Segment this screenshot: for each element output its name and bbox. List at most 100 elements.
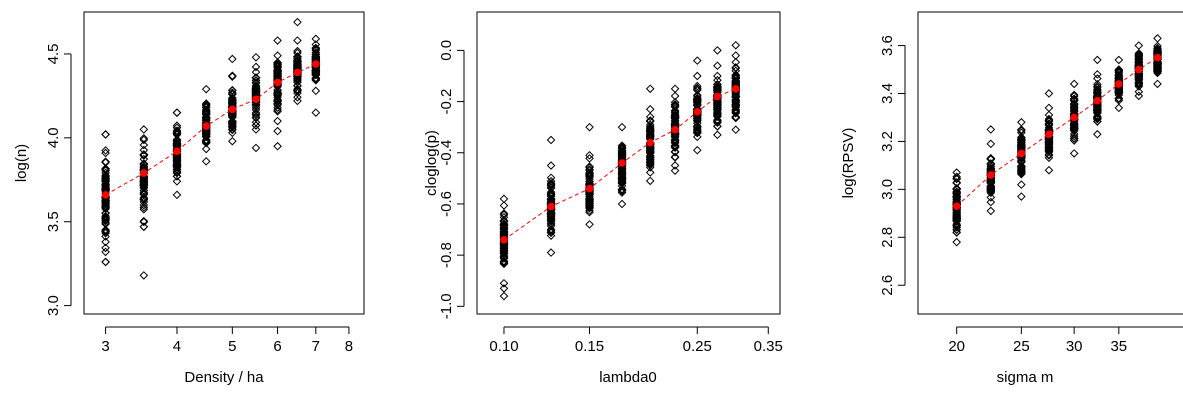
data-point xyxy=(645,168,655,177)
data-point xyxy=(139,181,149,190)
y-tick-label: -0.6 xyxy=(438,191,455,217)
data-point xyxy=(1093,74,1102,83)
data-point xyxy=(1069,124,1079,134)
data-point xyxy=(139,159,149,169)
data-point xyxy=(293,96,302,106)
data-point xyxy=(1044,89,1054,98)
data-point xyxy=(1044,110,1054,120)
data-point xyxy=(1069,133,1079,143)
mean-point xyxy=(731,84,740,93)
data-point xyxy=(273,126,282,136)
y-tick-label: -0.2 xyxy=(438,89,455,115)
x-axis: 0.10 0.15 0.25 0.35 xyxy=(489,326,783,355)
mean-point xyxy=(1017,149,1026,158)
data-point xyxy=(1093,88,1102,98)
data-point xyxy=(101,171,110,180)
mean-point xyxy=(312,60,320,68)
mean-point xyxy=(173,147,181,156)
data-point xyxy=(172,108,182,117)
data-point xyxy=(1153,79,1162,89)
data-point xyxy=(273,107,282,116)
data-point xyxy=(273,68,282,78)
data-point xyxy=(228,136,237,146)
data-point xyxy=(293,92,302,102)
data-point xyxy=(251,143,261,153)
data-point xyxy=(1017,163,1026,173)
data-point xyxy=(499,210,509,220)
data-point xyxy=(1134,91,1144,101)
data-point xyxy=(293,85,302,95)
data-point xyxy=(546,221,556,231)
y-axis-label: log(n) xyxy=(13,144,30,182)
data-point xyxy=(952,237,961,247)
data-point xyxy=(101,214,110,223)
x-axis-label: lambda0 xyxy=(599,369,657,386)
data-point xyxy=(499,224,509,234)
data-point xyxy=(731,51,741,60)
data-point xyxy=(546,209,556,219)
data-point xyxy=(986,125,996,134)
data-point xyxy=(172,126,182,136)
data-point xyxy=(1069,104,1079,114)
data-point xyxy=(670,142,680,152)
data-point xyxy=(139,135,149,145)
data-point xyxy=(499,258,509,268)
data-point xyxy=(201,157,211,166)
data-point xyxy=(692,145,702,155)
y-axis-label: cloglog(p) xyxy=(423,130,440,196)
data-point xyxy=(617,122,627,132)
data-point xyxy=(986,206,996,216)
data-point xyxy=(499,241,509,250)
data-point xyxy=(251,85,261,95)
x-tick-label: 0.35 xyxy=(754,338,783,355)
data-point xyxy=(670,138,680,148)
data-point xyxy=(201,99,211,108)
data-point xyxy=(1093,70,1102,79)
data-point xyxy=(251,67,261,77)
data-point xyxy=(617,184,627,194)
data-point xyxy=(201,144,211,154)
data-point xyxy=(692,122,702,131)
data-point xyxy=(1044,151,1054,160)
data-point xyxy=(1069,91,1079,101)
data-point xyxy=(101,209,110,218)
y-tick-label: 3.4 xyxy=(879,83,896,104)
data-point xyxy=(692,98,702,108)
data-point xyxy=(139,160,149,170)
data-point xyxy=(952,184,961,193)
data-point xyxy=(585,200,594,210)
data-point xyxy=(273,95,282,105)
mean-point xyxy=(618,159,626,167)
data-point xyxy=(1044,120,1054,130)
data-point xyxy=(1153,63,1162,73)
data-point xyxy=(228,85,237,95)
data-point xyxy=(713,115,722,125)
mean-point xyxy=(1045,130,1053,139)
data-point xyxy=(273,141,282,151)
data-point xyxy=(1134,53,1144,63)
data-point xyxy=(499,291,509,301)
data-point xyxy=(172,135,182,144)
data-point xyxy=(251,125,261,134)
y-tick-label: 0.0 xyxy=(438,40,455,61)
data-point xyxy=(670,166,680,175)
data-point xyxy=(172,127,182,137)
data-point xyxy=(273,62,282,72)
data-point xyxy=(499,257,509,267)
data-point xyxy=(986,193,996,202)
mean-point xyxy=(228,105,237,114)
x-tick-label: 7 xyxy=(312,338,320,355)
data-point xyxy=(617,147,627,157)
data-point xyxy=(713,111,722,120)
data-point xyxy=(311,108,321,117)
data-point xyxy=(670,147,680,157)
data-point xyxy=(670,102,680,112)
data-point xyxy=(692,132,702,142)
data-point xyxy=(139,125,149,134)
data-point xyxy=(670,84,680,94)
mean-point xyxy=(140,169,148,177)
data-point xyxy=(499,252,509,262)
data-point xyxy=(101,180,110,190)
data-point xyxy=(645,127,655,137)
data-point xyxy=(499,220,509,229)
